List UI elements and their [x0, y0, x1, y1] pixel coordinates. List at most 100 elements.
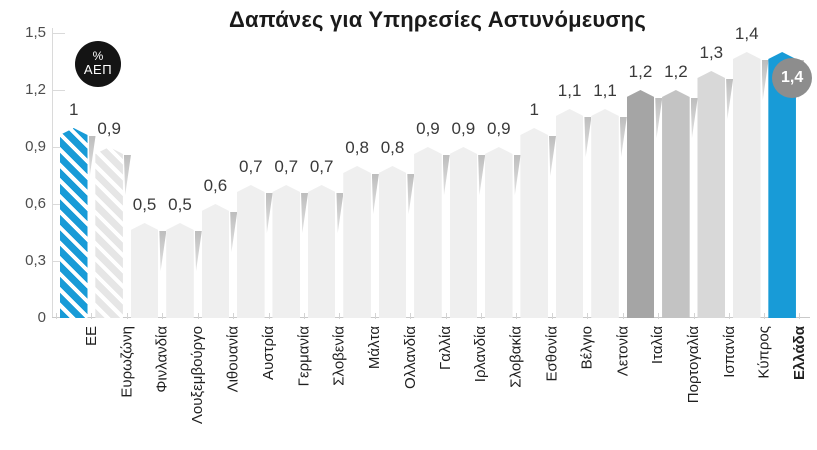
bar-fill: [95, 147, 123, 318]
bar-shadow: [336, 193, 344, 233]
bar-fill: [732, 52, 761, 318]
bar-value-label: 0,8: [380, 138, 405, 157]
x-axis-labels: ΕΕ Ευρωζώνη Φινλανδία Λουξεμβούργο Λιθουανία…: [56, 326, 808, 450]
bar: [732, 52, 769, 318]
bar-value-label: 0,5: [132, 195, 157, 214]
bar-column: 1,3: [693, 28, 734, 319]
x-label-slot: Λετονία: [587, 326, 631, 450]
bar-shadow: [549, 136, 556, 176]
y-tick-label: 1,2: [25, 81, 46, 98]
bar: [484, 147, 521, 318]
bar-fill: [555, 109, 584, 318]
bar-shadow: [159, 231, 167, 271]
bar-column: 1: [516, 28, 556, 319]
bar-column: 0,5: [162, 28, 202, 319]
chart-title: Δαπάνες για Υπηρεσίες Αστυνόμευσης: [229, 7, 646, 32]
bar-shadow: [690, 98, 698, 138]
bar: [130, 223, 167, 318]
x-label-slot: Ευρωζώνη: [91, 326, 135, 450]
x-label-slot: Ελλάδα: [764, 326, 808, 450]
bar-value-label: 1,1: [557, 81, 582, 100]
bar-value-label: 1: [68, 100, 79, 119]
bar-fill: [520, 128, 548, 318]
bar-value-label: 0,8: [345, 138, 369, 157]
bar-column: 1,2: [622, 28, 663, 319]
bar-fill: [626, 90, 655, 318]
x-label-slot: Λιθουανία: [198, 326, 241, 450]
y-gridline-stub: [52, 261, 65, 262]
bar: [414, 147, 450, 318]
bar-fill: [591, 109, 619, 318]
bar-column: 1,1: [551, 28, 592, 319]
bar-column: 0,7: [268, 28, 309, 319]
y-tick-label: 0,3: [25, 252, 46, 269]
y-tick-label: 0,6: [25, 195, 46, 212]
bar: [307, 185, 344, 318]
bar-value-label: 1,2: [628, 62, 653, 81]
bar-column: 0,5: [126, 28, 167, 319]
bar-value-label: 0,7: [239, 157, 263, 176]
bar-column: 0,7: [233, 28, 273, 319]
x-label-slot: Σλοβακία: [481, 326, 525, 450]
x-label-slot: Βέλγιο: [552, 326, 596, 450]
bar-shadow: [371, 174, 379, 214]
bar: [95, 147, 131, 318]
x-label-slot: Φινλανδία: [127, 326, 171, 450]
bar: [201, 204, 238, 318]
highlight-value-badge: 1,4: [772, 58, 813, 98]
bar-fill: [59, 128, 88, 318]
bar-fill: [378, 166, 407, 318]
x-label-slot: Ιρλανδία: [446, 326, 489, 450]
bar: [59, 128, 96, 318]
bar-fill: [449, 147, 478, 318]
x-label-slot: Πορτογαλία: [658, 326, 702, 450]
bar: [237, 185, 273, 318]
bar-fill: [662, 90, 690, 318]
unit-badge-percent: %: [92, 48, 104, 63]
bar-column: 1: [56, 28, 96, 319]
y-gridline-stub: [52, 90, 65, 91]
bar-value-label: 0,7: [309, 157, 334, 176]
bar-shadow: [265, 193, 273, 233]
x-label-slot: Γερμανία: [269, 326, 312, 450]
x-label-slot: Ιταλία: [623, 326, 666, 450]
x-label-slot: ΕΕ: [56, 326, 100, 450]
bar: [697, 71, 734, 318]
bar-fill: [130, 223, 159, 318]
y-tick-label: 0: [37, 309, 46, 326]
bar-value-label: 0,6: [203, 176, 228, 195]
bar-fill: [237, 185, 265, 318]
unit-badge: % ΑΕΠ: [75, 41, 121, 87]
bar-fill: [484, 147, 513, 318]
bar-shadow: [584, 117, 592, 157]
bar: [555, 109, 592, 318]
bar-shadow: [478, 155, 486, 195]
bar-fill: [414, 147, 442, 318]
y-gridline-stub: [52, 204, 65, 205]
x-label-slot: Λουξεμβούργο: [162, 326, 206, 450]
bar-value-label: 0,9: [451, 119, 476, 138]
x-label-slot: Αυστρία: [233, 326, 277, 450]
bar-fill: [201, 204, 230, 318]
y-axis-line: [52, 28, 53, 318]
bar: [272, 185, 309, 318]
bar: [520, 128, 556, 318]
bar-column: 0,9: [91, 28, 131, 319]
bar: [662, 90, 698, 318]
bar-shadow: [513, 155, 521, 195]
bar-value-label: 1,3: [699, 43, 724, 62]
bar-shadow: [194, 231, 202, 271]
bar: [378, 166, 415, 318]
bar-fill: [697, 71, 726, 318]
bar-fill: [272, 185, 301, 318]
bar-column: 1,4: [729, 24, 769, 319]
bar-value-label: 0,5: [168, 195, 192, 214]
unit-badge-gdp: ΑΕΠ: [83, 62, 113, 78]
y-tick-label: 1,5: [25, 24, 46, 41]
bar: [626, 90, 663, 318]
bar-shadow: [619, 117, 627, 157]
bar-value-label: 0,9: [97, 119, 121, 138]
bar-column: 0,9: [445, 28, 486, 319]
y-gridline-stub: [52, 147, 65, 148]
bar-fill: [343, 166, 371, 318]
